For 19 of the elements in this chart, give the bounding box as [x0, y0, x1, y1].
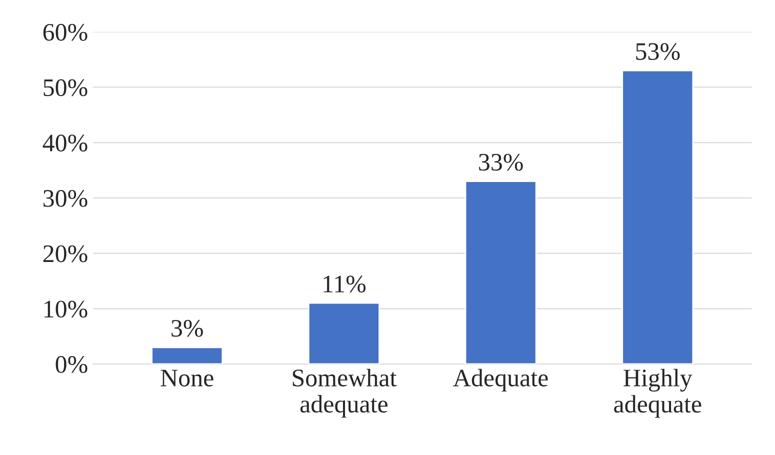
data-label: 3%: [172, 320, 203, 337]
bar: [622, 70, 694, 364]
y-tick-label: 30%: [44, 190, 88, 207]
y-tick-label: 60%: [43, 24, 88, 41]
bar: [151, 346, 224, 364]
data-label: 33%: [479, 154, 523, 171]
bar: [308, 302, 380, 364]
x-tick-label: Somewhat adequate: [292, 368, 397, 418]
y-tick-label: 40%: [42, 134, 88, 152]
x-tick-label: None: [160, 370, 214, 386]
bar: [464, 180, 537, 364]
y-tick-label: 10%: [44, 300, 88, 318]
y-tick-label: 0%: [56, 356, 88, 373]
data-label: 11%: [324, 276, 366, 293]
x-tick-label: Adequate: [453, 368, 548, 392]
data-label: 53%: [636, 43, 680, 60]
y-tick-label: 50%: [44, 79, 88, 96]
x-tick-label: Highly adequate: [614, 368, 702, 418]
y-tick-label: 20%: [43, 245, 88, 262]
